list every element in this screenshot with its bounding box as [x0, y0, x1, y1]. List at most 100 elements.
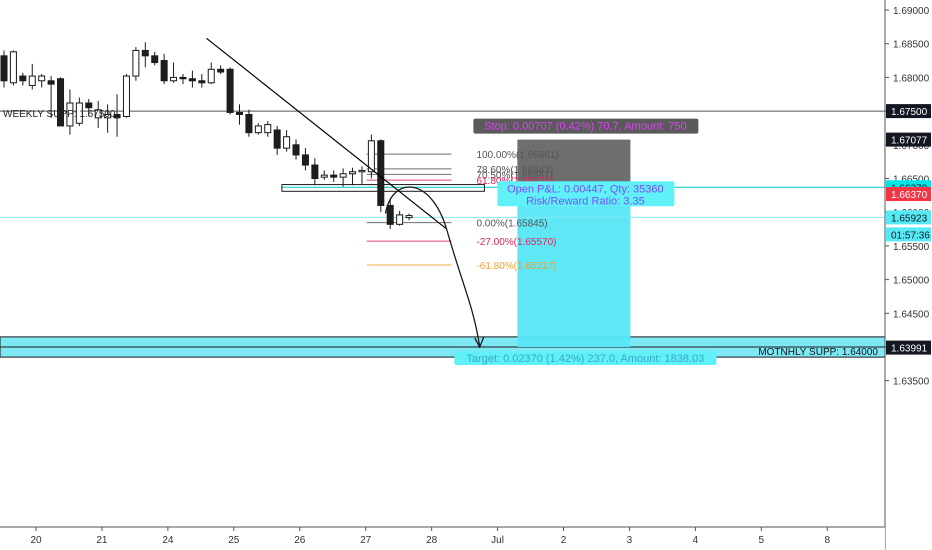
drawings-layer [206, 37, 485, 349]
time-axis[interactable]: 20 21 24 25 26 27 28 Jul 2 3 4 5 8 [0, 526, 885, 550]
candle [254, 123, 262, 135]
candle [273, 125, 281, 155]
time-tick-label: 21 [96, 535, 108, 546]
candle [85, 98, 93, 117]
fib-label-5: -27.00%(1.65570) [476, 237, 556, 248]
price-tick-label: 1.64500 [893, 309, 930, 320]
fib-label-0: 100.00%(1.66861) [476, 150, 558, 161]
time-tick-label: 4 [693, 535, 699, 546]
position-stop-zone [517, 139, 631, 188]
candle [245, 109, 253, 137]
candle [339, 168, 347, 187]
candle-body [104, 113, 112, 119]
candle-body [396, 214, 404, 225]
target-label-bg [454, 351, 717, 365]
candle [198, 74, 206, 88]
candle [320, 170, 328, 180]
candle [28, 63, 36, 90]
candle-body [207, 68, 215, 84]
time-tick-label: 20 [30, 535, 42, 546]
price-tag-bg [886, 340, 931, 355]
candle-body [66, 102, 74, 127]
fib-label-2: 70.50%(1.66561) [476, 170, 553, 181]
price-tag-bg [886, 104, 931, 119]
projection-arrow-head [474, 336, 485, 349]
weekly-support-label: WEEKLY SUPP: 1.67500 [3, 109, 116, 120]
zones-layer [0, 139, 886, 358]
price-tick-label: 1.66500 [893, 175, 930, 186]
candle-body [85, 102, 93, 109]
price-tag: 1.67077 [891, 136, 928, 147]
time-tick-label: 2 [561, 535, 567, 546]
candle-body [236, 111, 243, 115]
candle-body [9, 51, 17, 84]
candle-body [0, 55, 8, 82]
price-tick-label: 1.68500 [893, 40, 930, 51]
candle [283, 129, 291, 152]
candle [311, 158, 319, 186]
candle-body [367, 140, 375, 173]
candle-body [132, 49, 140, 77]
price-tag: 1.63991 [891, 344, 928, 355]
fib-label-6: -61.80%(1.65217) [476, 261, 556, 272]
candle-body [226, 68, 234, 113]
candle-body [160, 60, 168, 82]
monthly-support-label: MOTNHLY SUPP: 1.64000 [758, 347, 878, 358]
candle-body [283, 136, 291, 149]
candle [179, 74, 187, 85]
price-tag: 1.67500 [891, 107, 928, 118]
candle [386, 198, 394, 230]
candle [358, 166, 366, 184]
candle-body [170, 76, 178, 82]
price-axis[interactable]: 1.690001.685001.680001.675001.670001.665… [884, 0, 932, 550]
candle [47, 76, 55, 118]
fib-label-1: 78.60%(1.66643) [476, 165, 553, 176]
time-tick-label: Jul [491, 535, 504, 546]
price-tick-label: 1.65000 [893, 276, 930, 287]
time-tick-label: 27 [360, 535, 372, 546]
candle-body [245, 113, 253, 134]
candle-body [292, 144, 300, 156]
candle [264, 121, 272, 137]
candle-body [264, 124, 272, 134]
price-tick-label: 1.69000 [893, 6, 930, 17]
candle [396, 210, 404, 226]
candle [132, 47, 140, 81]
labels-layer: 100.00%(1.66861) 78.60%(1.66643)70.50%(1.… [3, 109, 878, 365]
candle-body [75, 102, 83, 124]
pnl-label-bg [497, 181, 675, 207]
candle [188, 70, 196, 88]
candle [160, 53, 168, 85]
candle-body [141, 49, 149, 57]
projection-arrow [384, 186, 481, 348]
candle [113, 94, 121, 137]
candle-body [339, 173, 347, 178]
fib-label-4: 0.00%(1.65845) [476, 219, 547, 230]
candle-body [386, 204, 394, 225]
price-tag-bg [886, 132, 931, 147]
time-tick-label: 26 [294, 535, 306, 546]
time-tick-label: 25 [228, 535, 240, 546]
candle [104, 104, 112, 133]
candle [226, 67, 234, 115]
price-axis-bg [885, 0, 932, 527]
price-tag-bg [886, 187, 931, 202]
price-tick-label: 1.65500 [893, 242, 930, 253]
candle-body [198, 80, 206, 84]
time-tick-label: 5 [759, 535, 765, 546]
candle-body [377, 140, 385, 206]
price-tag: 1.65923 [891, 213, 928, 224]
candle [292, 139, 300, 160]
price-tag-bg [886, 210, 931, 225]
candle [207, 62, 215, 85]
candle-body [38, 75, 46, 82]
candle [170, 62, 178, 83]
candle [151, 51, 159, 66]
candle-body [301, 154, 309, 166]
candle-body [151, 55, 159, 64]
candles-layer [0, 42, 413, 230]
countdown-label: 01:57:36 [891, 230, 930, 241]
time-tick-label: 28 [426, 535, 438, 546]
candle-body [47, 80, 55, 85]
